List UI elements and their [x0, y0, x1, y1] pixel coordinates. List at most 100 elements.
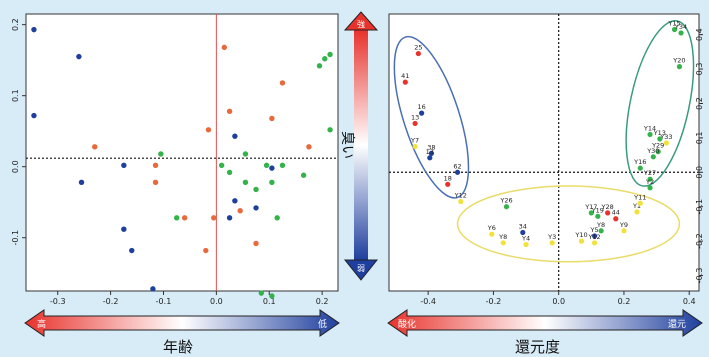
left-point-blue [253, 205, 259, 211]
right-point-yellow [591, 240, 598, 246]
right-point-label: 41 [401, 72, 409, 80]
right-point-green [647, 185, 653, 191]
left-point-blue [121, 162, 127, 168]
left-point-green [242, 179, 249, 186]
right-scatter-plot: -0.4 -0.2 0.0 0.2 0.4 0.4 0.3 0.2 0.1 0.0 -0.1 -0.2… [388, 13, 704, 306]
right-point-label: 18 [444, 174, 452, 182]
right-point-green [647, 131, 653, 138]
smell-gradient-bar: 強 弱 臭い [339, 11, 379, 281]
right-point-yellow [578, 238, 585, 244]
right-point-blue [428, 150, 435, 156]
right-y-tick-label: -0.1 [695, 199, 704, 215]
left-y-tick-label: -0.1 [11, 230, 20, 246]
left-point-orange [269, 115, 275, 122]
left-point-green [242, 151, 249, 157]
right-x-tick-label: 0.4 [683, 297, 696, 306]
right-point-label: Y4 [521, 235, 530, 243]
right-point-label: Y7 [410, 136, 419, 144]
right-x-tick-label: 0.2 [618, 297, 631, 306]
right-point-red [605, 210, 611, 216]
right-point-label: Y19 [591, 206, 604, 214]
left-y-tick-label: 0.2 [11, 18, 20, 31]
right-y-tick-label: 0.0 [695, 166, 704, 179]
right-axis-ticks: -0.4 -0.2 0.0 0.2 0.4 0.4 0.3 0.2 0.1 0.0 -0.1 -0.2… [420, 28, 704, 306]
right-y-tick-label: 0.2 [695, 97, 704, 110]
right-x-tick-label: -0.2 [486, 297, 502, 306]
left-point-blue [232, 198, 238, 204]
right-point-label: Y11 [633, 193, 646, 201]
right-point-green [657, 136, 663, 142]
left-point-green [218, 162, 225, 168]
right-y-tick-label: 0.1 [695, 132, 704, 145]
left-point-blue [31, 26, 37, 33]
right-plot-frame [388, 13, 700, 292]
right-point-label: Y28 [601, 203, 614, 211]
age-bar-left-cap: 高 [37, 318, 46, 330]
smell-bar-label: 臭い [339, 131, 355, 159]
right-point-label: 13 [411, 113, 419, 121]
left-point-blue [129, 247, 135, 254]
smell-bar-bottom-arrow [343, 259, 379, 281]
left-x-tick-label: 0.0 [210, 297, 223, 306]
left-x-tick-label: -0.1 [156, 297, 172, 306]
left-point-green [279, 162, 286, 168]
left-x-tick-label: -0.3 [50, 297, 66, 306]
right-point-label: 38 [427, 143, 435, 151]
right-point-blue [591, 233, 598, 239]
left-point-blue [78, 179, 85, 186]
group-ellipse-blue [393, 35, 470, 199]
left-axis-ticks: -0.3 -0.2 -0.1 0.0 0.1 0.2 0.2 0.1 0.0 -0.1 [11, 18, 329, 306]
right-point-label: Y30 [646, 147, 659, 155]
right-point-blue [520, 229, 526, 236]
right-point-label: Y8 [596, 221, 605, 229]
right-point-label: 13 [426, 148, 434, 156]
left-point-green [274, 215, 280, 221]
right-point-label: Y34 [674, 23, 687, 31]
right-point-yellow [637, 200, 643, 206]
left-point-orange [181, 215, 188, 221]
right-point-blue [419, 110, 425, 116]
right-point-label: Y16 [633, 158, 646, 166]
left-point-green [327, 127, 333, 133]
right-point-label: Y2 [645, 178, 654, 186]
left-point-blue [121, 226, 127, 232]
right-point-label: Y12 [454, 192, 467, 200]
right-point-green [588, 210, 594, 216]
left-point-orange [205, 127, 212, 133]
left-point-green [269, 179, 275, 186]
right-point-green [650, 154, 656, 160]
left-point-blue [31, 112, 37, 119]
right-group-ellipses [393, 20, 695, 263]
left-point-green [253, 186, 259, 193]
right-point-yellow [663, 140, 669, 146]
reduction-bar-right-cap: 還元 [668, 318, 686, 330]
reduction-title: 還元度 [515, 338, 561, 356]
right-point-label: Y13 [653, 129, 666, 137]
left-scatter-plot: -0.3 -0.2 -0.1 0.0 0.1 0.2 0.2 0.1 0.0 -0.1 [11, 13, 339, 306]
left-point-green [300, 172, 307, 178]
right-point-yellow [549, 240, 555, 246]
left-y-tick-label: 0.1 [11, 89, 20, 102]
right-point-label: Y10 [574, 231, 587, 239]
right-point-yellow [489, 231, 495, 237]
group-ellipse-green [625, 20, 695, 187]
left-x-tick-label: -0.2 [103, 297, 119, 306]
right-x-tick-label: 0.0 [552, 297, 565, 306]
left-point-orange [221, 44, 228, 51]
age-title: 年齢 [163, 338, 194, 356]
right-point-green [637, 165, 643, 171]
smell-bar-bottom-cap: 弱 [357, 264, 365, 273]
right-point-label: Y9 [619, 221, 628, 229]
left-point-green [269, 293, 275, 299]
right-point-label: Y29 [651, 142, 664, 150]
age-bar [24, 309, 340, 337]
left-x-tick-label: 0.1 [263, 297, 276, 306]
right-point-yellow [634, 209, 640, 215]
right-point-label: Y5 [590, 226, 599, 234]
right-point-red [412, 120, 418, 127]
right-x-tick-label: -0.4 [420, 297, 436, 306]
left-point-orange [279, 80, 286, 86]
right-point-green [598, 228, 604, 234]
right-point-yellow [500, 240, 506, 246]
smell-bar-fill [354, 30, 368, 260]
